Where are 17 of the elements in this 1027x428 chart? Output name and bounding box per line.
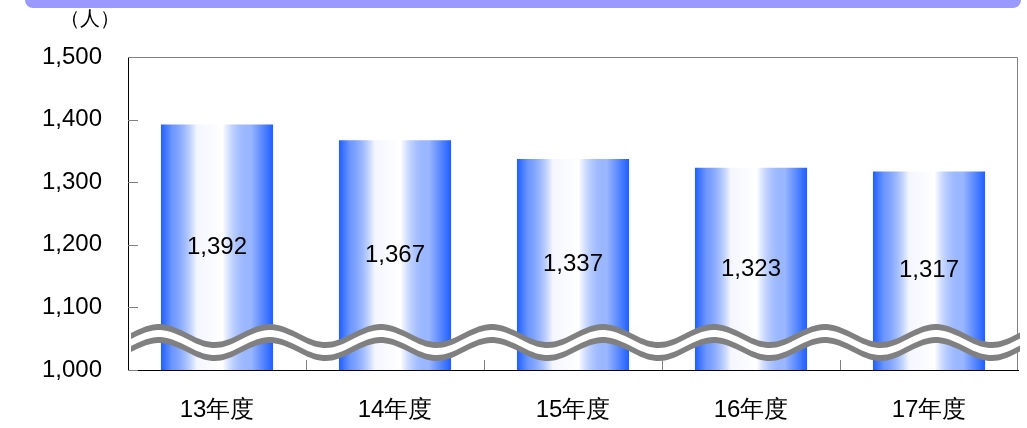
y-tick-label: 1,400 — [41, 104, 102, 132]
data-label: 1,323 — [720, 253, 782, 281]
y-tick-label: 1,200 — [41, 229, 102, 257]
data-label: 1,317 — [898, 255, 960, 283]
y-tick-label: 1,000 — [41, 354, 102, 382]
y-tick-label: 1,100 — [41, 292, 102, 320]
y-tick-label: 1,300 — [41, 166, 102, 194]
data-label: 1,337 — [542, 249, 604, 277]
y-axis-title: （人） — [60, 6, 120, 29]
x-tick-label: 16年度 — [713, 395, 789, 423]
data-label: 1,392 — [186, 231, 248, 259]
x-tick-label: 15年度 — [535, 395, 611, 423]
x-tick-label: 14年度 — [357, 395, 433, 423]
data-label: 1,367 — [364, 239, 426, 267]
x-tick-label: 17年度 — [891, 395, 967, 423]
x-tick-label: 13年度 — [179, 395, 255, 423]
y-tick-label: 1,500 — [41, 41, 102, 69]
